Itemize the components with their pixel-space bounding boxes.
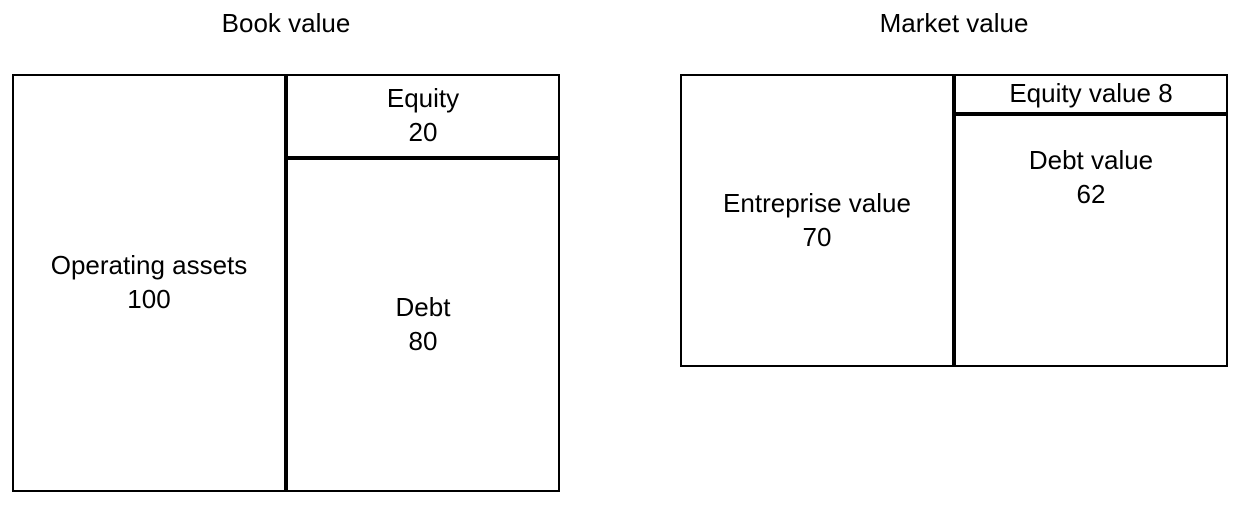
book-value-assets-value: 100 [127, 283, 170, 317]
book-value-equity-value: 20 [409, 116, 438, 150]
market-value-debt-label: Debt value [1029, 144, 1153, 178]
book-value-assets-label: Operating assets [51, 249, 248, 283]
book-value-debt-value: 80 [409, 325, 438, 359]
market-value-equity-label: Equity value 8 [1009, 77, 1172, 111]
book-value-equity-label: Equity [387, 82, 459, 116]
market-value-ev-cell: Entreprise value 70 [680, 74, 954, 367]
book-value-debt-label: Debt [396, 291, 451, 325]
market-value-debt-cell: Debt value 62 [954, 114, 1228, 367]
book-value-equity-cell: Equity 20 [286, 74, 560, 158]
market-value-ev-value: 70 [803, 221, 832, 255]
market-value-ev-label: Entreprise value [723, 187, 911, 221]
market-value-title: Market value [680, 8, 1228, 39]
book-value-assets-cell: Operating assets 100 [12, 74, 286, 492]
market-value-equity-cell: Equity value 8 [954, 74, 1228, 114]
book-value-title: Book value [12, 8, 560, 39]
book-value-debt-cell: Debt 80 [286, 158, 560, 492]
market-value-debt-value: 62 [1077, 178, 1106, 212]
